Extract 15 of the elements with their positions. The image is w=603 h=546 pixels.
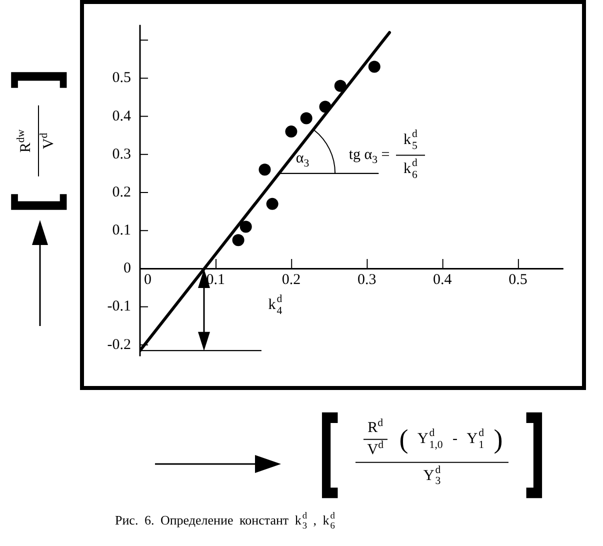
y-tick-label: 0.3: [112, 146, 131, 162]
x-tick-label: 0.5: [508, 272, 528, 288]
x-tick-label: 0.4: [433, 272, 452, 288]
x-tick-label: 0: [144, 272, 152, 288]
x-tick-label: 0.3: [357, 272, 376, 288]
y-tick-label: -0.1: [107, 298, 131, 315]
y-tick-label: -0.2: [107, 336, 131, 353]
x-tick-label: 0.1: [206, 272, 225, 288]
y-tick-label: 0.1: [112, 222, 131, 239]
annotation: α$_{3}$: [296, 150, 310, 170]
y-tick-label: 0.2: [112, 184, 131, 200]
y-tick-label: 0.4: [112, 108, 132, 124]
y-tick-label: 0: [124, 260, 131, 277]
x-tick-label: 0.2: [282, 272, 301, 288]
y-tick-label: 0.5: [112, 70, 131, 86]
